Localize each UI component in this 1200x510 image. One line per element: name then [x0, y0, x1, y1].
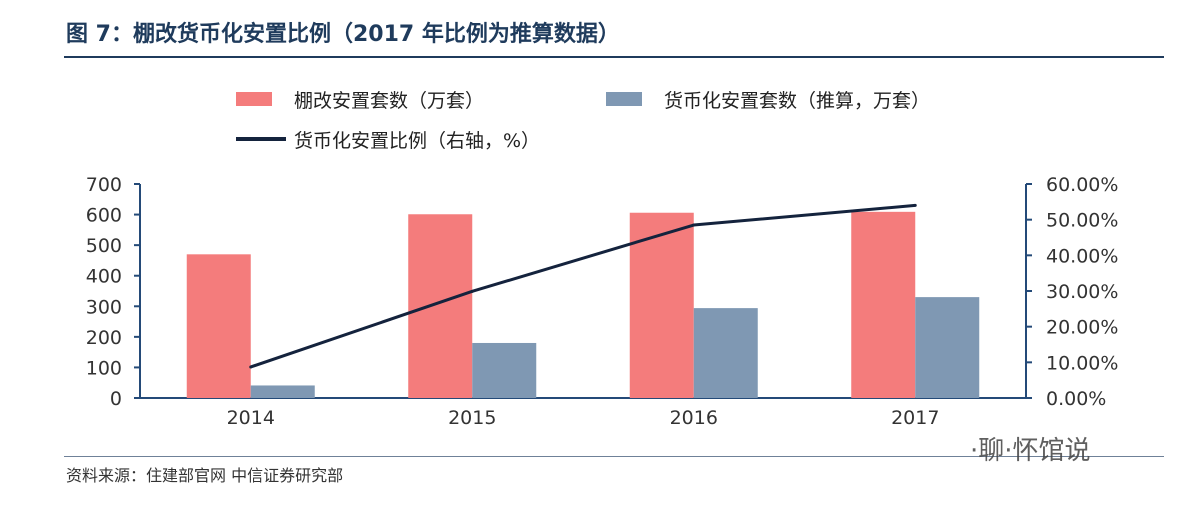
chart-title: 图 7：棚改货币化安置比例（2017 年比例为推算数据）: [66, 22, 620, 47]
line-point-series3: [249, 365, 253, 369]
bar-series2: [915, 297, 980, 398]
y-left-tick-label: 100: [86, 357, 122, 379]
y-left-tick-label: 200: [86, 327, 122, 349]
x-tick-label: 2016: [670, 407, 718, 429]
legend-swatch-series2: [606, 92, 642, 106]
legend-label-series3: 货币化安置比例（右轴，%）: [294, 130, 541, 152]
y-left-tick-label: 700: [86, 174, 122, 196]
line-series3: [250, 203, 916, 369]
y-left-tick-label: 400: [86, 266, 122, 288]
legend-swatch-series1: [236, 92, 272, 106]
y-right-tick-label: 10.00%: [1046, 352, 1118, 374]
legend-label-series2: 货币化安置套数（推算，万套）: [664, 90, 931, 112]
x-tick-label: 2017: [891, 407, 939, 429]
bar-series1: [408, 214, 473, 398]
source-note: 资料来源：住建部官网 中信证券研究部: [66, 466, 344, 485]
line-point-series3: [470, 289, 474, 293]
legend-swatch-series3: [236, 137, 286, 141]
bar-series1: [851, 211, 916, 398]
y-right-tick-label: 30.00%: [1046, 281, 1118, 303]
x-tick-label: 2015: [448, 407, 496, 429]
bar-series1: [629, 212, 694, 398]
bar-series2: [250, 385, 315, 398]
watermark-text: ·聊·怀馆说: [970, 436, 1091, 466]
bar-series1: [186, 254, 251, 398]
title-divider: [64, 56, 1164, 58]
x-tick-label: 2014: [227, 407, 275, 429]
bar-series2: [693, 308, 758, 398]
y-left-tick-label: 300: [86, 296, 122, 318]
legend-label-series1: 棚改安置套数（万套）: [294, 90, 485, 112]
line-point-series3: [692, 223, 696, 227]
bar-series2: [472, 342, 537, 398]
line-point-series3: [913, 203, 917, 207]
y-left-tick-label: 500: [86, 235, 122, 257]
y-left-tick-label: 0: [110, 388, 122, 410]
y-right-tick-label: 20.00%: [1046, 317, 1118, 339]
y-right-tick-label: 60.00%: [1046, 174, 1118, 196]
y-left-tick-label: 600: [86, 205, 122, 227]
y-right-tick-label: 50.00%: [1046, 210, 1118, 232]
y-right-tick-label: 0.00%: [1046, 388, 1106, 410]
y-right-tick-label: 40.00%: [1046, 245, 1118, 267]
footer-divider: [64, 456, 1164, 457]
